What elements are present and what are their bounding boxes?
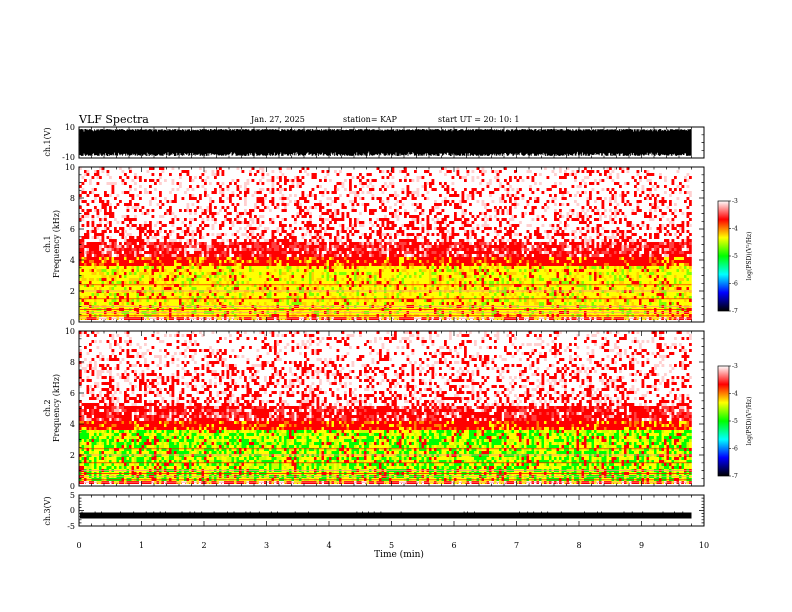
ch1-spectrogram-ylabel: Frequency (kHz) <box>52 210 61 278</box>
ch3-waveform-line <box>80 512 692 519</box>
time-tick-label: 4 <box>326 541 331 550</box>
ch1-spectrogram-ticks: 0 2 4 6 8 10 <box>65 163 705 327</box>
time-tick-label: 0 <box>76 541 81 550</box>
ch3-waveform-panel: 5 0 -5 ch.3(V) <box>43 491 705 531</box>
colorbar-tick-label: -6 <box>732 281 738 288</box>
start-time-label: start UT = 20: 10: 1 <box>438 115 519 124</box>
ch2-spectrogram-ticks: 0 2 4 6 8 10 <box>65 327 705 491</box>
colorbar-tick-label: -7 <box>732 473 738 480</box>
figure-title: VLF Spectra <box>78 113 149 126</box>
time-tick-label: 7 <box>514 541 519 550</box>
time-tick-label: 5 <box>389 541 394 550</box>
colorbar-tick-label: -7 <box>732 308 738 315</box>
ch2-spectrogram-image <box>79 331 692 484</box>
frequency-tick-label: 8 <box>70 358 75 367</box>
ch3-ytick-middle: 0 <box>70 506 75 515</box>
time-tick-label: 9 <box>639 541 644 550</box>
ch1-ytick-bottom: -10 <box>62 153 75 162</box>
date-label: Jan. 27, 2025 <box>250 115 305 124</box>
ch1-waveform-panel: 10 -10 ch.1(V) <box>43 123 705 162</box>
frequency-tick-label: 4 <box>70 256 75 265</box>
ch1-waveform-line <box>79 129 692 156</box>
colorbar-tick-label: -4 <box>732 226 738 233</box>
time-tick-label: 1 <box>139 541 144 550</box>
ch1-spectrogram-ylabel-channel: ch.1 <box>43 235 52 252</box>
ch1-colorbar-gradient <box>717 200 730 312</box>
frequency-tick-label: 0 <box>70 482 75 491</box>
frequency-tick-label: 2 <box>70 287 75 296</box>
colorbar-tick-label: -3 <box>732 198 738 205</box>
ch1-waveform-trace <box>79 129 692 156</box>
colorbar-tick-label: -3 <box>732 363 738 370</box>
frequency-tick-label: 10 <box>65 163 75 172</box>
ch1-colorbar-ticks: -3 -4 -5 -6 -7 <box>729 198 738 315</box>
frequency-tick-label: 10 <box>65 327 75 336</box>
colorbar-tick-label: -6 <box>732 446 738 453</box>
ch3-waveform-ylabel: ch.3(V) <box>43 496 52 525</box>
ch2-colorbar-ticks: -3 -4 -5 -6 -7 <box>729 363 738 480</box>
time-tick-label: 3 <box>264 541 269 550</box>
ch2-spectrogram-ylabel-channel: ch.2 <box>43 399 52 416</box>
time-tick-label: 8 <box>576 541 581 550</box>
frequency-tick-label: 6 <box>70 225 75 234</box>
ch3-waveform-trace <box>80 511 692 519</box>
ch2-colorbar-gradient <box>717 365 730 477</box>
time-axis-label: Time (min) <box>374 549 424 560</box>
ch1-colorbar-label: log(PSD)(V²/Hz) <box>746 232 753 281</box>
time-tick-label: 6 <box>451 541 456 550</box>
time-axis-tick-labels: 0 1 2 3 4 5 6 7 8 9 10 <box>76 541 709 550</box>
ch1-waveform-ticks <box>78 126 705 159</box>
frequency-tick-label: 4 <box>70 420 75 429</box>
ch3-waveform-ticks <box>78 494 705 527</box>
ch2-colorbar: -3 -4 -5 -6 -7 log(PSD)(V²/Hz) <box>717 363 753 480</box>
frequency-tick-label: 6 <box>70 389 75 398</box>
ch3-ytick-top: 5 <box>70 491 75 500</box>
ch2-spectrogram-panel: 0 2 4 6 8 10 ch.2 Frequency (kHz) <box>43 327 705 491</box>
ch1-waveform-ylabel: ch.1(V) <box>43 127 52 156</box>
time-tick-label: 2 <box>201 541 206 550</box>
station-label: station= KAP <box>343 115 398 124</box>
colorbar-tick-label: -4 <box>732 391 738 398</box>
frequency-tick-label: 0 <box>70 318 75 327</box>
ch1-spectrogram-image <box>79 167 692 320</box>
ch2-colorbar-label: log(PSD)(V²/Hz) <box>746 397 753 446</box>
colorbar-tick-label: -5 <box>732 418 738 425</box>
ch2-spectrogram-ylabel: Frequency (kHz) <box>52 374 61 442</box>
ch1-ytick-top: 10 <box>65 123 75 132</box>
colorbar-tick-label: -5 <box>732 253 738 260</box>
time-tick-label: 10 <box>699 541 709 550</box>
ch3-ytick-bottom: -5 <box>67 522 75 531</box>
frequency-tick-label: 2 <box>70 451 75 460</box>
frequency-tick-label: 8 <box>70 194 75 203</box>
ch1-spectrogram-panel: 0 2 4 6 8 10 ch.1 Frequency (kHz) <box>43 163 705 327</box>
ch1-colorbar: -3 -4 -5 -6 -7 log(PSD)(V²/Hz) <box>717 198 753 315</box>
